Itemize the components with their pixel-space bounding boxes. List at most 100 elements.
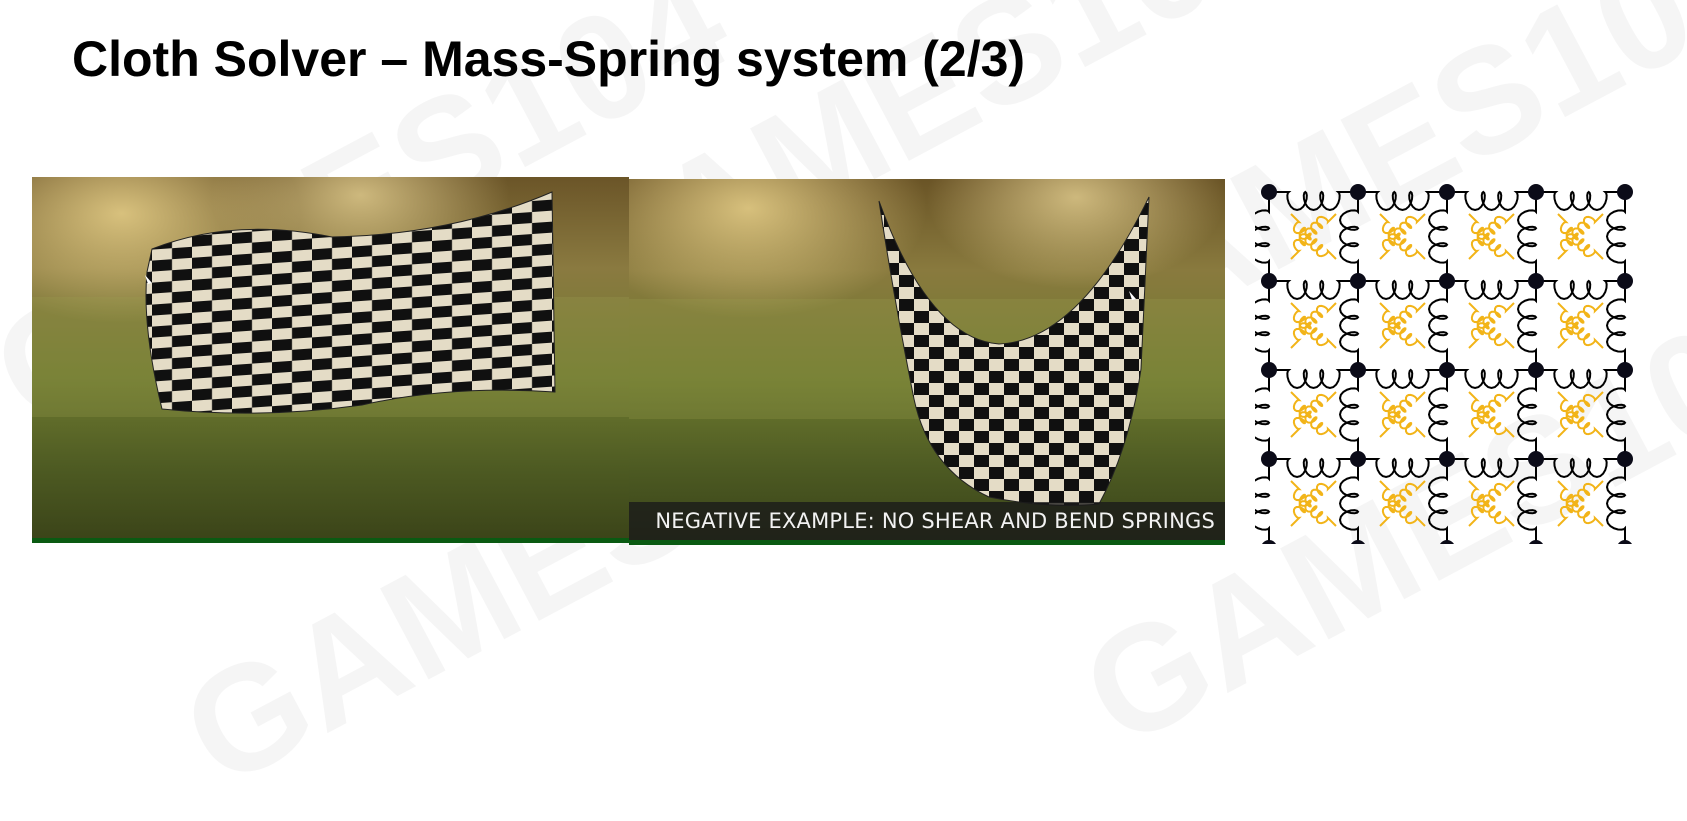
mouse-cursor-icon	[145, 275, 152, 284]
structural-spring	[1338, 198, 1360, 275]
structural-spring	[1255, 198, 1271, 275]
shear-spring	[1290, 480, 1337, 527]
structural-spring	[1605, 287, 1627, 364]
structural-spring	[1427, 198, 1449, 275]
video-progress-strip	[629, 540, 1225, 545]
structural-spring	[1364, 279, 1441, 301]
shear-spring	[1468, 302, 1515, 349]
structural-spring	[1275, 457, 1352, 479]
shear-spring	[1290, 302, 1337, 349]
structural-spring	[1364, 368, 1441, 390]
mass-point	[1261, 362, 1277, 378]
mass-point	[1350, 184, 1366, 200]
shear-spring	[1290, 480, 1337, 527]
shear-spring	[1557, 302, 1604, 349]
shear-spring	[1468, 391, 1515, 438]
structural-spring	[1427, 465, 1449, 542]
mass-point	[1350, 362, 1366, 378]
mass-point	[1351, 540, 1365, 544]
cloth-video-frame	[32, 177, 629, 543]
shear-spring	[1557, 391, 1604, 438]
mass-point	[1617, 273, 1633, 289]
shear-spring	[1468, 391, 1515, 438]
mass-point	[1261, 273, 1277, 289]
mass-point	[1528, 451, 1544, 467]
structural-spring	[1338, 287, 1360, 364]
video-caption: NEGATIVE EXAMPLE: NO SHEAR AND BEND SPRI…	[655, 509, 1215, 533]
shear-spring	[1468, 480, 1515, 527]
shear-spring	[1557, 480, 1604, 527]
structural-spring	[1453, 190, 1530, 212]
structural-spring	[1275, 190, 1352, 212]
structural-spring	[1516, 287, 1538, 364]
mass-point	[1617, 184, 1633, 200]
video-panel-right[interactable]: NEGATIVE EXAMPLE: NO SHEAR AND BEND SPRI…	[629, 179, 1225, 545]
shear-spring	[1379, 480, 1426, 527]
structural-spring	[1542, 457, 1619, 479]
shear-spring	[1290, 213, 1337, 260]
mass-point	[1528, 362, 1544, 378]
mass-point	[1528, 273, 1544, 289]
structural-spring	[1453, 457, 1530, 479]
video-progress-strip	[32, 538, 629, 543]
structural-spring	[1516, 198, 1538, 275]
cloth-mesh	[878, 196, 1150, 506]
shear-spring	[1468, 480, 1515, 527]
structural-spring	[1364, 190, 1441, 212]
mass-point	[1261, 184, 1277, 200]
shear-spring	[1379, 480, 1426, 527]
structural-spring	[1255, 376, 1271, 453]
mass-point	[1617, 362, 1633, 378]
mass-point	[1528, 184, 1544, 200]
structural-spring	[1605, 198, 1627, 275]
structural-spring	[1275, 368, 1352, 390]
shear-spring	[1468, 213, 1515, 260]
mass-point	[1618, 540, 1632, 544]
mass-point	[1439, 451, 1455, 467]
mass-point	[1350, 451, 1366, 467]
mass-point	[1350, 273, 1366, 289]
mass-point	[1529, 540, 1543, 544]
cloth-video-frame	[629, 179, 1225, 545]
structural-spring	[1255, 287, 1271, 364]
shear-spring	[1557, 213, 1604, 260]
structural-spring	[1427, 376, 1449, 453]
structural-spring	[1338, 465, 1360, 542]
shear-spring	[1557, 391, 1604, 438]
structural-spring	[1542, 368, 1619, 390]
mouse-cursor-icon	[1129, 291, 1136, 300]
structural-spring	[1516, 376, 1538, 453]
shear-spring	[1557, 213, 1604, 260]
video-caption-bar: NEGATIVE EXAMPLE: NO SHEAR AND BEND SPRI…	[629, 502, 1225, 540]
mass-point	[1617, 451, 1633, 467]
structural-spring	[1542, 279, 1619, 301]
structural-spring	[1605, 376, 1627, 453]
video-panel-left[interactable]	[32, 177, 629, 543]
shear-spring	[1379, 213, 1426, 260]
structural-spring	[1427, 287, 1449, 364]
mass-point	[1439, 362, 1455, 378]
structural-spring	[1364, 457, 1441, 479]
shear-spring	[1290, 391, 1337, 438]
shear-spring	[1468, 213, 1515, 260]
structural-spring	[1605, 465, 1627, 542]
structural-spring	[1275, 279, 1352, 301]
structural-spring	[1542, 190, 1619, 212]
shear-spring	[1557, 480, 1604, 527]
mass-point	[1439, 273, 1455, 289]
structural-spring	[1338, 376, 1360, 453]
structural-spring	[1453, 279, 1530, 301]
structural-spring	[1516, 465, 1538, 542]
mass-point	[1262, 540, 1276, 544]
shear-spring	[1379, 391, 1426, 438]
slide-title: Cloth Solver – Mass-Spring system (2/3)	[72, 31, 1026, 87]
shear-spring	[1468, 302, 1515, 349]
shear-spring	[1379, 391, 1426, 438]
shear-spring	[1379, 302, 1426, 349]
shear-spring	[1290, 391, 1337, 438]
shear-spring	[1290, 302, 1337, 349]
mass-spring-grid	[1255, 184, 1633, 544]
shear-spring	[1379, 302, 1426, 349]
structural-spring	[1453, 368, 1530, 390]
mass-point	[1440, 540, 1454, 544]
